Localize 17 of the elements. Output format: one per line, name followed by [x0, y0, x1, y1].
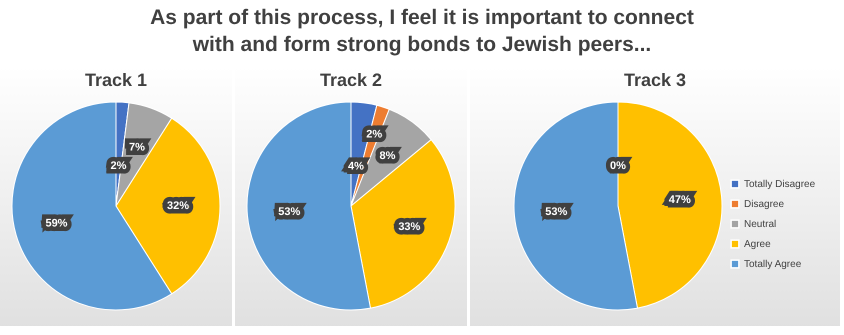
- data-label: 7%: [129, 142, 146, 154]
- chart-title: Track 2: [320, 70, 382, 90]
- legend-label: Totally Disagree: [744, 179, 816, 190]
- legend-label: Totally Agree: [744, 259, 802, 270]
- data-label: 32%: [166, 200, 190, 212]
- data-label: 53%: [545, 206, 568, 218]
- data-label: 59%: [45, 217, 68, 230]
- legend-label: Neutral: [744, 219, 776, 230]
- text: 0%: [610, 160, 626, 172]
- chart-title: Track 1: [84, 70, 148, 90]
- text: As part of this process, I feel it is important to connect with and form strong bonds to Jewish peers...: [150, 4, 694, 58]
- legend-label: Disagree: [744, 199, 784, 210]
- data-label: 53%: [278, 206, 300, 218]
- legend-label: Agree: [744, 239, 772, 250]
- data-label: 8%: [379, 150, 396, 162]
- data-label: 33%: [398, 221, 421, 233]
- chart-title: Track 3: [624, 70, 686, 90]
